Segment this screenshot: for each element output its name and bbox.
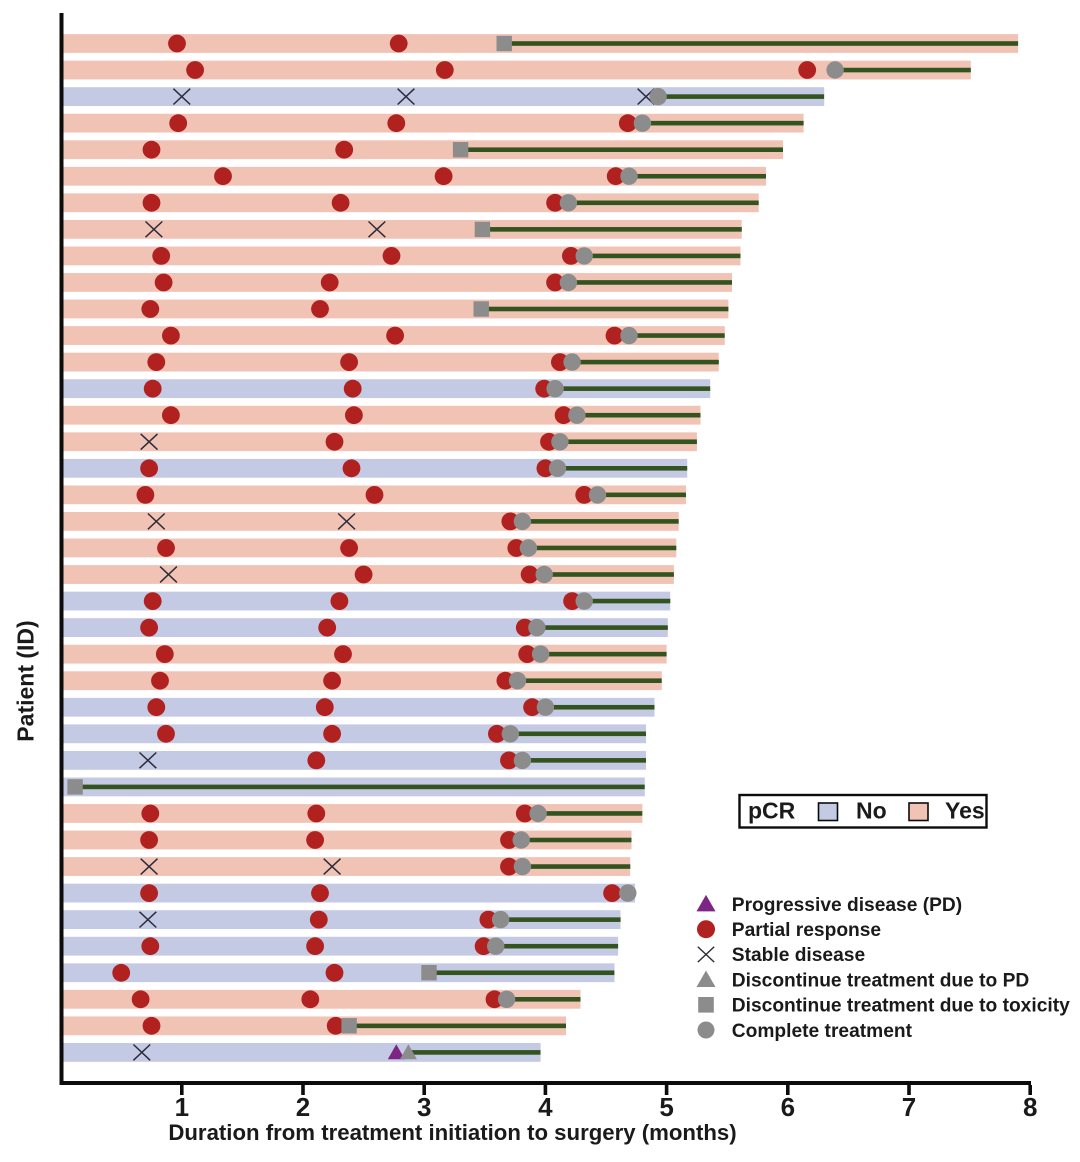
svg-text:1: 1 [175,1092,189,1122]
svg-text:3: 3 [417,1092,431,1122]
svg-text:Yes: Yes [945,798,985,824]
svg-text:Complete treatment: Complete treatment [732,1021,913,1042]
svg-text:Progressive disease (PD): Progressive disease (PD) [732,895,962,916]
svg-text:Duration from treatment initia: Duration from treatment initiation to su… [168,1120,736,1145]
svg-text:8: 8 [1023,1092,1037,1122]
svg-text:2: 2 [296,1092,310,1122]
svg-text:6: 6 [781,1092,795,1122]
svg-text:Stable disease: Stable disease [732,945,866,966]
svg-text:Discontinue treatment due to t: Discontinue treatment due to toxicity [732,996,1070,1017]
svg-text:7: 7 [902,1092,916,1122]
svg-text:pCR: pCR [748,798,796,824]
svg-text:No: No [856,798,887,824]
svg-text:Partial response: Partial response [732,920,882,941]
svg-text:4: 4 [538,1092,553,1122]
svg-text:Patient (ID): Patient (ID) [13,620,39,741]
svg-text:Discontinue treatment due to P: Discontinue treatment due to PD [732,970,1030,991]
svg-text:5: 5 [659,1092,673,1122]
